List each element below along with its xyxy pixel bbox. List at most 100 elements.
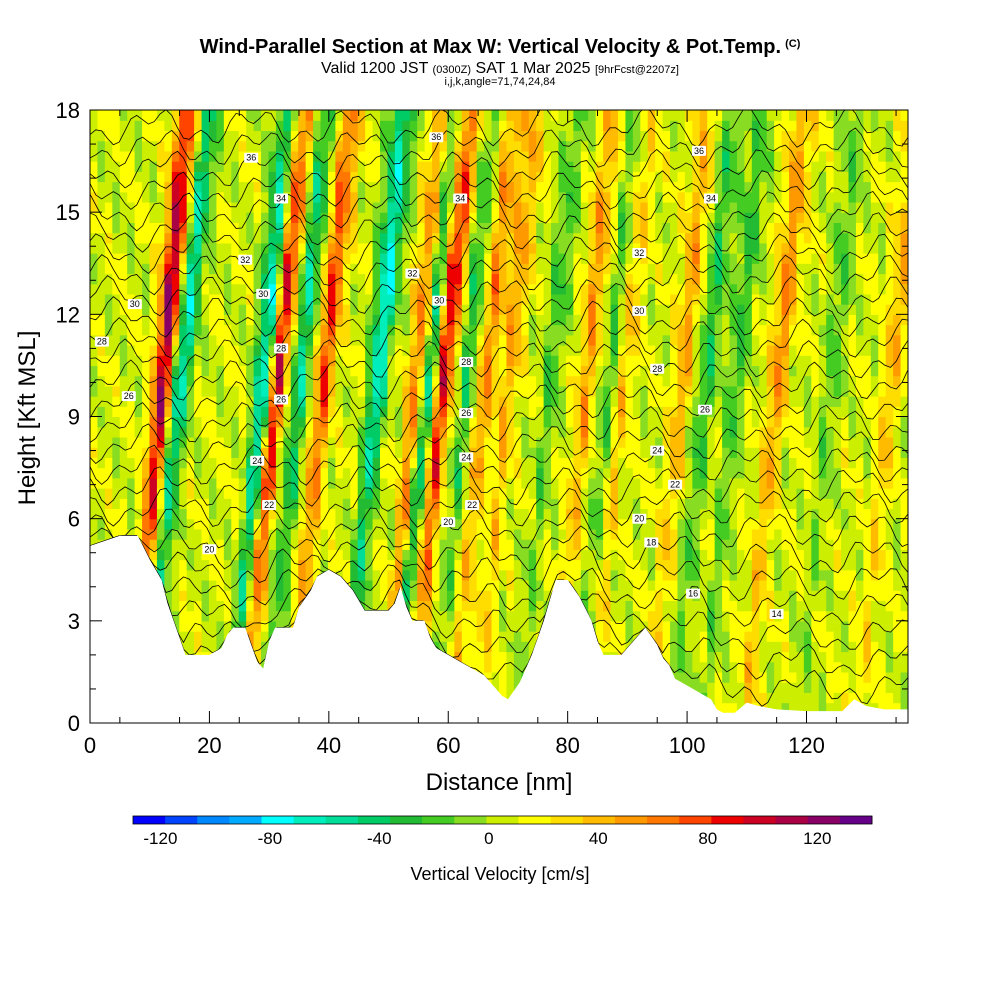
- velocity-cell: [774, 682, 783, 693]
- velocity-cell: [156, 518, 165, 530]
- velocity-cell: [439, 304, 448, 315]
- velocity-cell: [803, 314, 812, 326]
- velocity-cell: [893, 498, 902, 510]
- velocity-cell: [729, 671, 738, 683]
- velocity-cell: [796, 273, 805, 285]
- velocity-cell: [313, 304, 322, 315]
- velocity-cell: [900, 375, 908, 387]
- velocity-cell: [268, 293, 277, 305]
- velocity-cell: [171, 488, 180, 499]
- velocity-cell: [342, 396, 351, 407]
- velocity-cell: [246, 365, 255, 377]
- velocity-cell: [298, 488, 307, 499]
- velocity-cell: [513, 447, 522, 458]
- velocity-cell: [580, 293, 589, 305]
- velocity-cell: [439, 416, 448, 428]
- velocity-cell: [893, 477, 902, 489]
- velocity-cell: [632, 467, 641, 479]
- velocity-cell: [766, 498, 775, 510]
- velocity-cell: [528, 539, 537, 550]
- velocity-cell: [870, 477, 879, 489]
- velocity-cell: [432, 620, 441, 632]
- velocity-cell: [432, 488, 441, 499]
- velocity-cell: [201, 508, 210, 520]
- velocity-cell: [692, 559, 701, 571]
- velocity-cell: [380, 314, 389, 326]
- velocity-cell: [261, 293, 270, 305]
- velocity-cell: [759, 692, 768, 704]
- velocity-cell: [751, 692, 760, 704]
- velocity-cell: [803, 559, 812, 571]
- velocity-cell: [811, 396, 820, 407]
- velocity-cell: [744, 498, 753, 510]
- velocity-cell: [670, 651, 679, 663]
- velocity-cell: [617, 610, 627, 622]
- velocity-cell: [186, 590, 195, 601]
- velocity-cell: [142, 324, 151, 336]
- velocity-cell: [811, 365, 820, 377]
- velocity-cell: [841, 334, 850, 346]
- velocity-cell: [714, 508, 723, 520]
- velocity-cell: [201, 375, 210, 387]
- velocity-cell: [394, 447, 403, 458]
- velocity-cell: [796, 488, 805, 499]
- velocity-cell: [662, 559, 671, 571]
- velocity-cell: [365, 579, 374, 591]
- velocity-cell: [841, 488, 850, 499]
- velocity-cell: [142, 498, 151, 510]
- velocity-cell: [536, 559, 545, 571]
- velocity-cell: [454, 457, 463, 469]
- velocity-cell: [491, 293, 500, 305]
- velocity-cell: [521, 590, 530, 601]
- velocity-cell: [380, 355, 389, 367]
- velocity-cell: [365, 549, 374, 561]
- velocity-cell: [855, 692, 864, 704]
- velocity-cell: [186, 365, 195, 377]
- velocity-cell: [97, 253, 106, 264]
- velocity-cell: [707, 467, 716, 479]
- velocity-cell: [216, 436, 225, 448]
- velocity-cell: [350, 355, 359, 367]
- velocity-cell: [298, 549, 307, 561]
- velocity-cell: [469, 620, 478, 632]
- velocity-cell: [432, 590, 441, 601]
- velocity-cell: [878, 344, 887, 356]
- velocity-cell: [751, 447, 760, 458]
- velocity-cell: [491, 508, 500, 520]
- velocity-cell: [461, 590, 470, 601]
- velocity-cell: [655, 334, 664, 346]
- velocity-cell: [142, 385, 151, 397]
- velocity-cell: [774, 293, 783, 305]
- velocity-cell: [186, 334, 195, 346]
- velocity-cell: [878, 620, 887, 632]
- velocity-cell: [640, 344, 649, 356]
- velocity-cell: [208, 273, 218, 285]
- velocity-cell: [751, 263, 760, 275]
- velocity-cell: [268, 304, 277, 315]
- velocity-cell: [781, 559, 790, 571]
- velocity-cell: [142, 334, 151, 346]
- velocity-cell: [432, 344, 441, 356]
- velocity-cell: [789, 702, 798, 714]
- velocity-cell: [647, 549, 656, 561]
- velocity-cell: [863, 314, 872, 326]
- velocity-cell: [729, 457, 738, 469]
- velocity-cell: [803, 651, 812, 663]
- velocity-cell: [617, 498, 627, 510]
- velocity-cell: [878, 304, 887, 315]
- velocity-cell: [796, 579, 805, 591]
- velocity-cell: [134, 426, 143, 438]
- velocity-cell: [380, 508, 389, 520]
- velocity-cell: [164, 590, 173, 601]
- velocity-cell: [707, 396, 716, 407]
- velocity-cell: [365, 569, 374, 581]
- velocity-cell: [707, 692, 716, 704]
- velocity-cell: [216, 579, 225, 591]
- velocity-cell: [127, 518, 136, 530]
- velocity-cell: [521, 610, 530, 622]
- velocity-cell: [476, 477, 485, 489]
- velocity-cell: [789, 436, 798, 448]
- velocity-cell: [789, 610, 798, 622]
- velocity-cell: [707, 610, 716, 622]
- velocity-cell: [803, 355, 812, 367]
